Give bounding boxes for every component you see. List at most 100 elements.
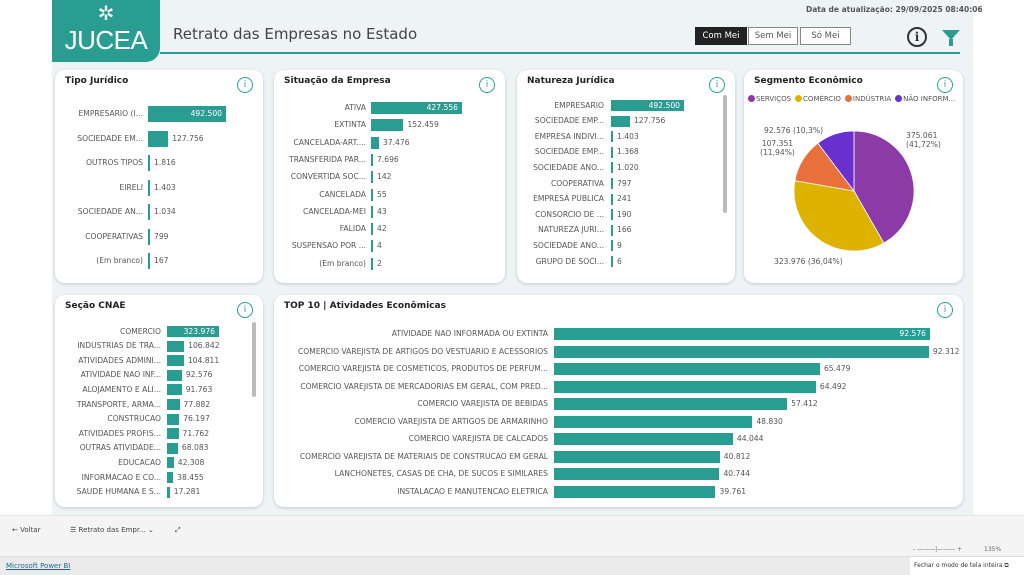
bar[interactable] <box>554 328 930 340</box>
bar[interactable] <box>167 442 178 454</box>
bar[interactable] <box>371 171 373 184</box>
bar-value: 241 <box>617 194 632 204</box>
bar-label: EMPRESA PUBLICA <box>533 194 604 204</box>
bar[interactable] <box>167 486 170 498</box>
bar[interactable] <box>611 115 630 127</box>
bar[interactable] <box>611 162 613 174</box>
bar[interactable] <box>611 131 613 143</box>
pie-slice[interactable] <box>817 130 855 193</box>
bar[interactable] <box>611 193 613 205</box>
bar[interactable] <box>148 130 169 147</box>
scrollbar[interactable] <box>723 95 727 213</box>
bar[interactable] <box>371 136 379 149</box>
filter-icon[interactable] <box>942 30 960 46</box>
bar-label: NATUREZA JURI... <box>538 225 604 235</box>
page-selector[interactable]: ☰ Retrato das Empr... ⌄ <box>70 526 154 534</box>
bar[interactable] <box>148 179 150 196</box>
bar-value: 40.812 <box>723 451 751 461</box>
bar[interactable] <box>148 204 150 220</box>
info-icon[interactable]: i <box>937 77 953 93</box>
bar[interactable] <box>167 457 174 469</box>
bar[interactable] <box>554 450 720 463</box>
bar[interactable] <box>371 205 373 218</box>
exit-fullscreen-button[interactable]: Fechar o modo de tela inteira ⧉ <box>910 557 1024 575</box>
bar[interactable] <box>554 415 753 428</box>
bar[interactable] <box>167 340 185 352</box>
bar[interactable] <box>554 380 816 393</box>
bar[interactable] <box>167 355 184 367</box>
bar[interactable] <box>371 188 373 201</box>
bar-label: COMERCIO <box>119 326 161 336</box>
info-icon[interactable]: i <box>237 302 253 318</box>
bar-label: EMPRESA INDIVI... <box>534 131 604 141</box>
bar[interactable] <box>371 119 404 132</box>
info-circle-icon[interactable]: i <box>907 27 927 47</box>
zoom-level: 135% <box>984 546 1002 553</box>
bar-value: 167 <box>154 256 169 265</box>
bar-value: 1.816 <box>154 158 176 167</box>
bar[interactable] <box>148 253 150 269</box>
bar[interactable] <box>371 240 373 253</box>
bar[interactable] <box>371 102 462 114</box>
bar-label: COMERCIO VAREJISTA DE CALCADOS <box>408 434 548 443</box>
info-icon[interactable]: i <box>937 302 953 318</box>
legend-item[interactable]: INDÚSTRIA <box>844 95 891 103</box>
bar[interactable] <box>371 153 373 166</box>
info-icon[interactable]: i <box>479 77 495 93</box>
bar-value: 104.811 <box>187 355 220 365</box>
bar-value: 1.020 <box>617 162 639 172</box>
segment-com-mei[interactable]: Com Mei <box>695 27 747 45</box>
bar-value: 127.756 <box>172 133 204 143</box>
bar-label: INSTALACAO E MANUTENCAO ELETRICA <box>397 486 548 496</box>
bar[interactable] <box>554 398 788 410</box>
bar[interactable] <box>554 468 720 480</box>
bar[interactable] <box>611 209 613 221</box>
bar[interactable] <box>554 345 929 358</box>
bar-label: SOCIEDADE AN... <box>77 207 143 216</box>
legend-item[interactable]: SERVIÇOS <box>748 95 791 103</box>
info-icon[interactable]: i <box>237 77 253 93</box>
bar[interactable] <box>167 428 179 440</box>
bar-value: 39.761 <box>719 486 747 496</box>
bar[interactable] <box>148 106 226 122</box>
zoom-slider[interactable]: - ———|——— + <box>913 546 963 553</box>
legend-item[interactable]: COMÉRCIO <box>795 95 841 103</box>
bar-value: 43 <box>377 206 387 216</box>
bar[interactable] <box>167 326 219 337</box>
bar[interactable] <box>148 155 150 171</box>
pie-slice[interactable] <box>793 180 885 252</box>
bar[interactable] <box>167 369 182 381</box>
legend-item[interactable]: NÃO INFORM... <box>895 95 955 103</box>
pie-slice[interactable] <box>853 130 915 244</box>
bar[interactable] <box>167 384 182 396</box>
bar-label: EMPRESARIO (I... <box>78 109 143 118</box>
bar[interactable] <box>371 257 373 270</box>
segment-so-mei[interactable]: Só Mei <box>800 27 851 45</box>
bar[interactable] <box>611 100 684 111</box>
bar[interactable] <box>167 399 180 410</box>
info-icon[interactable]: i <box>709 77 725 93</box>
bar-label: CONSORCIO DE ... <box>535 209 604 219</box>
scrollbar[interactable] <box>252 322 256 397</box>
bar-value: 1.403 <box>154 182 176 192</box>
bar[interactable] <box>611 178 613 189</box>
bar[interactable] <box>611 240 613 252</box>
bar[interactable] <box>371 223 373 236</box>
bar[interactable] <box>611 146 613 158</box>
power-bi-link[interactable]: Microsoft Power BI <box>6 562 71 570</box>
bar[interactable] <box>611 256 613 267</box>
bar[interactable] <box>611 224 613 236</box>
segment-sem-mei[interactable]: Sem Mei <box>748 27 798 45</box>
bar-value: 68.083 <box>181 443 209 453</box>
bar[interactable] <box>167 413 180 425</box>
bar-label: TRANSFERIDA PAR... <box>289 154 366 164</box>
bar-label: SOCIEDADE EM... <box>77 133 143 143</box>
bar[interactable] <box>167 472 174 483</box>
bar-value: 152.459 <box>407 120 439 130</box>
back-button[interactable]: ← Voltar <box>12 526 41 534</box>
bar[interactable] <box>148 228 150 245</box>
expand-icon[interactable]: ⤢ <box>175 526 181 534</box>
bar[interactable] <box>554 433 733 445</box>
bar[interactable] <box>554 485 716 498</box>
bar[interactable] <box>554 363 820 375</box>
